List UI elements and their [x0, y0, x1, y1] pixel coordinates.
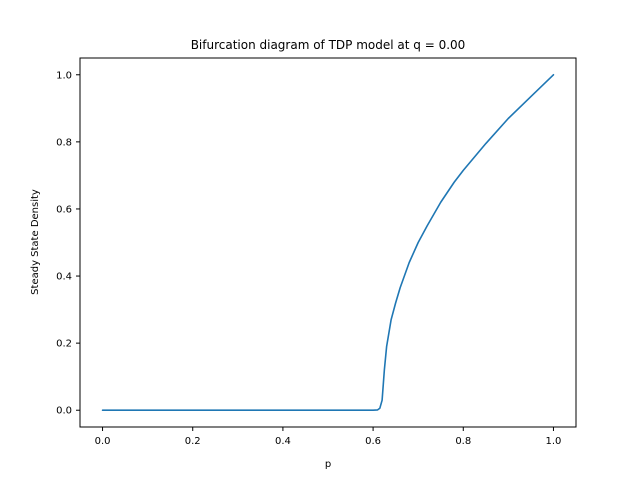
axes-frame: [79, 57, 577, 428]
y-tick-label: 0.6: [56, 204, 72, 215]
y-tick-label: 0.0: [56, 406, 72, 417]
series-line: [101, 73, 555, 412]
y-tick-label: 0.4: [56, 272, 72, 283]
y-tick-label: 0.8: [56, 137, 72, 148]
y-tick-label: 1.0: [56, 70, 72, 81]
y-axis: 0.0 0.2 0.4 0.6 0.8 1.0: [56, 70, 80, 417]
x-axis: 0.0 0.2 0.4 0.6 0.8 1.0: [95, 427, 562, 447]
x-tick-label: 0.4: [275, 436, 291, 447]
x-tick-label: 0.6: [365, 436, 381, 447]
plot-area: [101, 73, 555, 412]
x-tick-label: 0.8: [455, 436, 471, 447]
x-tick-label: 0.2: [185, 436, 201, 447]
x-axis-label: p: [325, 459, 331, 470]
x-tick-label: 0.0: [95, 436, 111, 447]
chart-title: Bifurcation diagram of TDP model at q = …: [191, 38, 466, 52]
y-axis-label: Steady State Density: [30, 189, 41, 295]
y-tick-label: 0.2: [56, 339, 72, 350]
x-tick-label: 1.0: [546, 436, 562, 447]
